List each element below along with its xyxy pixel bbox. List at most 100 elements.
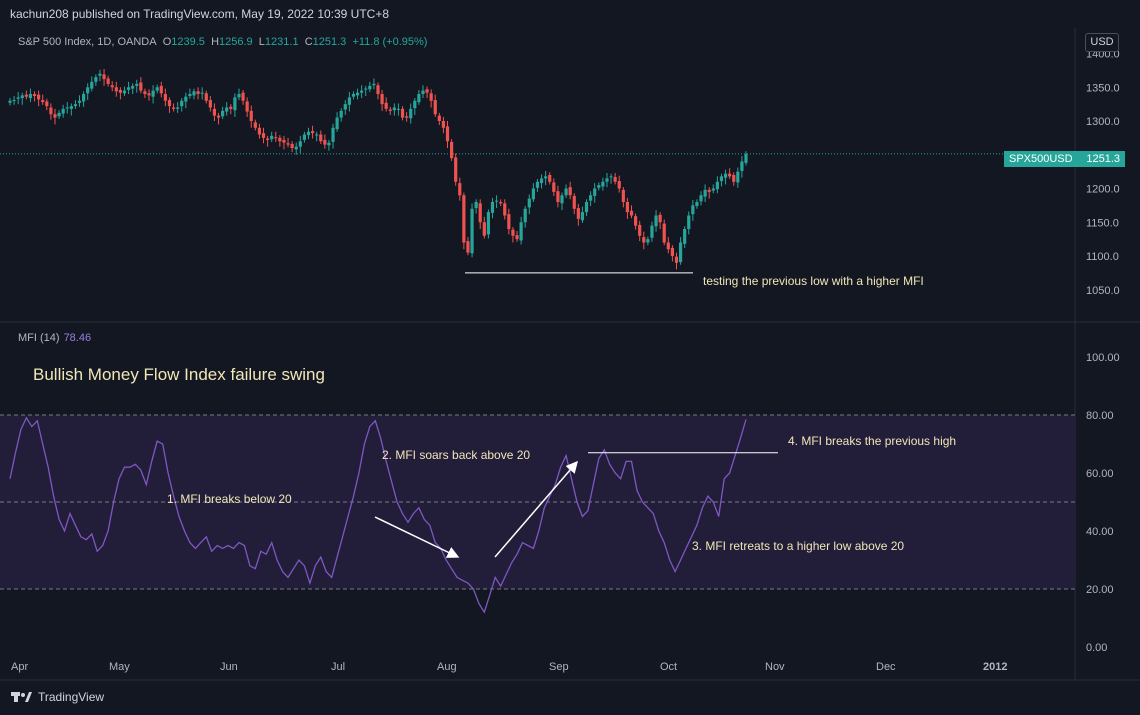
candle-body bbox=[511, 229, 515, 236]
candle-body bbox=[208, 100, 212, 108]
candle-body bbox=[425, 89, 429, 93]
candle-body bbox=[560, 195, 564, 204]
candle-body bbox=[106, 78, 110, 84]
mfi-overbought-oversold-band bbox=[0, 415, 1075, 589]
candle-body bbox=[184, 96, 188, 102]
candle-body bbox=[462, 195, 466, 243]
candle-body bbox=[216, 115, 221, 118]
candle-body bbox=[306, 131, 311, 136]
candle-body bbox=[315, 134, 319, 136]
time-tick-label: Aug bbox=[437, 661, 457, 673]
candle-body bbox=[376, 85, 380, 94]
candle-body bbox=[683, 229, 687, 244]
time-axis-ticks[interactable]: Apr May Jun Jul Aug Sep Oct Nov Dec 2012 bbox=[11, 661, 1007, 673]
candle-body bbox=[364, 88, 368, 90]
footer-brand[interactable]: TradingView bbox=[11, 690, 104, 704]
candle-body bbox=[339, 110, 343, 118]
candle-body bbox=[266, 138, 270, 140]
candle-body bbox=[400, 108, 405, 118]
candle-body bbox=[196, 91, 200, 94]
low-label: L bbox=[258, 36, 265, 48]
candle-body bbox=[282, 139, 286, 143]
candle-body bbox=[445, 126, 450, 142]
annotation-2: 2. MFI soars back above 20 bbox=[382, 448, 530, 462]
candle-body bbox=[601, 181, 605, 187]
candle-body bbox=[355, 92, 360, 96]
candle-body bbox=[642, 237, 646, 243]
candle-body bbox=[576, 208, 580, 219]
candle-body bbox=[388, 109, 392, 111]
candle-body bbox=[486, 212, 490, 235]
candle-body bbox=[703, 189, 707, 197]
candle-body bbox=[114, 87, 118, 92]
close-label: C bbox=[304, 36, 313, 48]
symbol-legend[interactable]: S&P 500 Index, 1D, OANDA O1239.5 H1256.9… bbox=[18, 36, 427, 48]
candle-body bbox=[233, 97, 237, 111]
candle-body bbox=[102, 74, 106, 80]
candle-body bbox=[609, 176, 613, 178]
candle-body bbox=[548, 175, 552, 182]
candle-body bbox=[613, 177, 617, 182]
candle-body bbox=[302, 134, 306, 140]
mfi-legend[interactable]: MFI (14) 78.46 bbox=[18, 332, 91, 344]
candle-body bbox=[8, 100, 12, 103]
open-value: 1239.5 bbox=[171, 36, 205, 48]
candle-body bbox=[384, 102, 388, 109]
candle-body bbox=[670, 247, 674, 256]
candle-body bbox=[32, 94, 37, 97]
candle-body bbox=[617, 181, 621, 189]
candle-body bbox=[286, 143, 290, 145]
mfi-axis-ticks[interactable]: 100.00 80.00 60.00 40.00 20.00 0.00 bbox=[1086, 352, 1120, 654]
low-value: 1231.1 bbox=[264, 36, 299, 48]
candle-body bbox=[20, 95, 24, 99]
candle-body bbox=[658, 214, 662, 223]
mfi-series-line[interactable] bbox=[9, 416, 747, 614]
candle-body bbox=[351, 94, 356, 97]
candle-body bbox=[421, 90, 425, 94]
candle-body bbox=[229, 106, 233, 109]
candle-body bbox=[245, 101, 249, 112]
annotation-4: 4. MFI breaks the previous high bbox=[788, 434, 956, 448]
candle-body bbox=[523, 208, 527, 223]
up-arrow[interactable] bbox=[494, 460, 578, 558]
down-arrow[interactable] bbox=[374, 516, 460, 558]
candle-body bbox=[580, 212, 585, 221]
mfi-tick-label: 60.00 bbox=[1086, 468, 1114, 480]
candle-body bbox=[163, 94, 167, 101]
candle-body bbox=[417, 94, 421, 103]
candle-body bbox=[53, 114, 57, 118]
support-annotation: testing the previous low with a higher M… bbox=[703, 274, 924, 288]
candle-body bbox=[691, 205, 695, 215]
candle-body bbox=[192, 91, 196, 96]
candle-body bbox=[45, 101, 49, 107]
high-label: H bbox=[211, 36, 220, 48]
last-price-tag: SPX500USD 1251.3 bbox=[1004, 151, 1125, 167]
candle-body bbox=[527, 198, 531, 208]
candle-body bbox=[650, 225, 654, 238]
candle-body bbox=[73, 104, 78, 107]
candlestick-series[interactable] bbox=[8, 69, 748, 270]
candle-body bbox=[347, 97, 351, 105]
candle-body bbox=[57, 112, 61, 117]
candle-body bbox=[531, 188, 535, 200]
candle-body bbox=[122, 90, 127, 94]
candle-body bbox=[515, 235, 519, 240]
high-value: 1256.9 bbox=[219, 36, 253, 48]
change-value: +11.8 (+0.95%) bbox=[352, 36, 428, 48]
tradingview-logo-icon bbox=[11, 692, 32, 702]
candle-body bbox=[437, 115, 441, 121]
currency-button[interactable]: USD bbox=[1085, 33, 1119, 52]
candle-body bbox=[151, 90, 155, 97]
candle-body bbox=[294, 146, 298, 150]
candle-body bbox=[90, 81, 94, 89]
candle-body bbox=[327, 142, 331, 146]
candle-body bbox=[413, 100, 417, 109]
candle-body bbox=[298, 141, 302, 147]
candle-body bbox=[16, 97, 20, 99]
candle-body bbox=[458, 183, 462, 196]
candle-body bbox=[12, 100, 16, 102]
candle-body bbox=[221, 110, 225, 117]
candle-body bbox=[503, 203, 507, 216]
